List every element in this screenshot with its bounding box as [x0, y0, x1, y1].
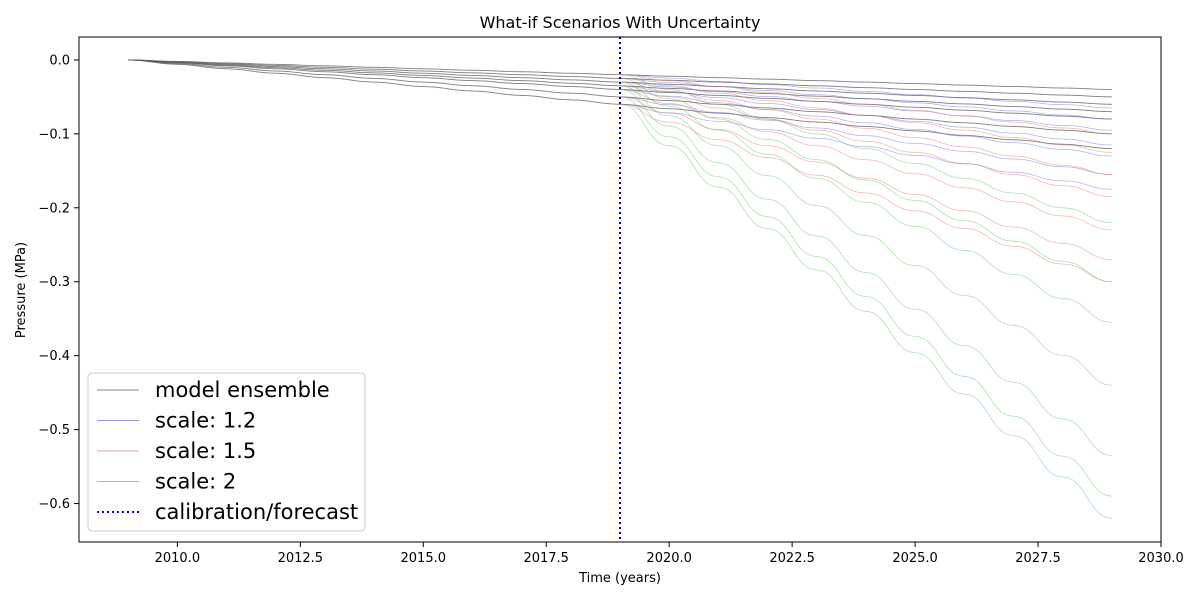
series-line-scale-1-5-15	[619, 78, 1112, 153]
x-tick-label: 2017.5	[523, 551, 569, 566]
series-line-scale-1-2-7	[619, 74, 1112, 109]
legend-label: scale: 1.2	[155, 409, 256, 433]
x-tick-label: 2012.5	[278, 551, 324, 566]
series-line-scale-1-2-9	[619, 81, 1112, 131]
y-axis: 0.0 −0.1 −0.2 −0.3 −0.4 −0.5 −0.6	[38, 53, 79, 512]
y-axis-title: Pressure (MPa)	[14, 242, 29, 338]
series-line-scale-1-5-19	[619, 96, 1112, 260]
x-axis: 2010.0 2012.5 2015.0 2017.5 2020.0 2022.5 2025…	[155, 542, 1184, 566]
series-line-scale-1-5-14	[619, 74, 1112, 135]
series-line-scale-1-2-8	[619, 78, 1112, 120]
plot-frame	[78, 36, 1162, 543]
legend-item: scale: 1.5	[97, 439, 256, 463]
y-tick-label: −0.5	[38, 423, 70, 438]
series-line-scale-1-5-17	[619, 85, 1112, 198]
series-line-scale-2-23	[619, 81, 1112, 323]
x-tick-label: 2027.5	[1015, 551, 1061, 566]
series-line-scale-2-22	[619, 78, 1112, 283]
y-tick-label: −0.4	[38, 349, 70, 364]
chart-title: What-if Scenarios With Uncertainty	[480, 13, 761, 32]
legend-label: model ensemble	[155, 378, 330, 402]
x-tick-label: 2025.0	[892, 551, 938, 566]
legend-label: scale: 1.5	[155, 439, 256, 463]
series-line-scale-2-24	[619, 85, 1112, 386]
series-line-scale-2-26	[619, 96, 1112, 497]
series-line-scale-1-5-16	[619, 81, 1112, 175]
series-line-scale-2-21	[619, 74, 1112, 223]
y-tick-label: −0.1	[38, 127, 70, 142]
x-tick-label: 2010.0	[155, 551, 201, 566]
y-tick-label: −0.3	[38, 275, 70, 290]
legend: model ensemble scale: 1.2 scale: 1.5 scale:…	[87, 372, 366, 532]
series-line-scale-1-2-12	[619, 96, 1112, 175]
legend-item: model ensemble	[97, 378, 330, 402]
y-tick-label: −0.2	[38, 201, 70, 216]
legend-item: scale: 2	[97, 470, 236, 494]
x-axis-title: Time (years)	[578, 571, 661, 586]
series-line-scale-2-25	[619, 89, 1112, 456]
plot-area	[78, 36, 1162, 543]
y-tick-label: −0.6	[38, 497, 70, 512]
x-tick-label: 2020.0	[646, 551, 692, 566]
legend-box	[87, 372, 366, 532]
series-layer	[128, 59, 1112, 519]
x-tick-label: 2022.5	[769, 551, 815, 566]
legend-label: calibration/forecast	[155, 500, 358, 524]
legend-label: scale: 2	[155, 470, 236, 494]
y-tick-label: 0.0	[49, 53, 70, 68]
series-line-scale-1-5-20	[619, 103, 1112, 283]
legend-item: scale: 1.2	[97, 409, 256, 433]
series-line-scale-1-2-13	[619, 103, 1112, 190]
x-tick-label: 2015.0	[401, 551, 447, 566]
series-line-scale-2-27	[619, 103, 1112, 519]
x-tick-label: 2030.0	[1138, 551, 1184, 566]
legend-item: calibration/forecast	[97, 500, 358, 524]
